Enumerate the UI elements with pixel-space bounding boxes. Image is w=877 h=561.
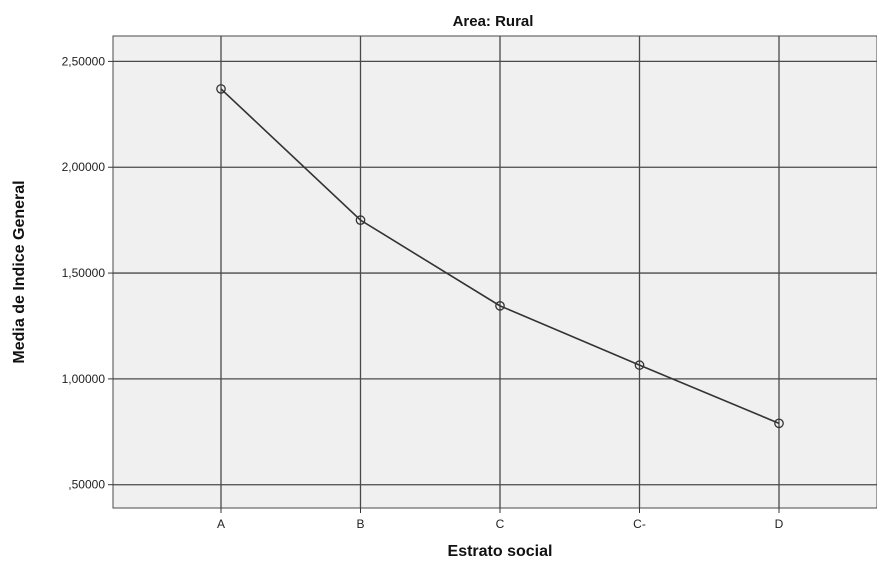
x-tick-label: C- <box>633 517 646 531</box>
plot-area <box>112 35 877 509</box>
y-tick-label: 1,50000 <box>62 266 106 280</box>
x-axis-ticks: A B C C- D <box>217 508 784 531</box>
y-tick-label: ,50000 <box>68 478 105 492</box>
data-point <box>774 418 784 429</box>
y-tick-label: 1,00000 <box>62 372 106 386</box>
x-gridlines <box>220 36 780 508</box>
data-point <box>495 301 505 311</box>
data-markers <box>216 84 784 429</box>
data-point <box>355 215 366 225</box>
x-tick-label: A <box>217 517 225 531</box>
y-axis-ticks: ,50000 1,00000 1,50000 2,00000 2,50000 <box>62 54 113 492</box>
y-gridlines <box>113 60 877 486</box>
x-axis-label: Estrato social <box>448 543 553 560</box>
y-tick-label: 2,00000 <box>62 160 106 174</box>
x-tick-label: D <box>775 517 784 531</box>
x-tick-label: C <box>496 517 505 531</box>
chart-title: Area: Rural <box>453 13 534 30</box>
y-tick-label: 2,50000 <box>62 54 106 68</box>
y-axis-label: Media de Indice General <box>11 180 28 363</box>
data-point <box>216 84 226 94</box>
x-tick-label: B <box>356 517 364 531</box>
data-point <box>634 360 645 370</box>
series-line <box>220 88 780 425</box>
